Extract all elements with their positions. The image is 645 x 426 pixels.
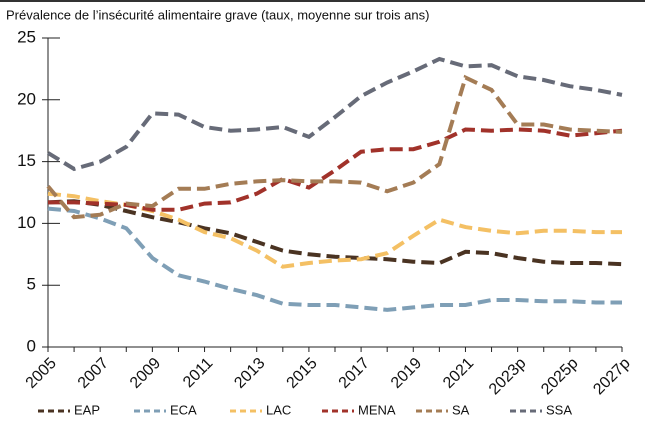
chart-title: Prévalence de l’insécurité alimentaire g… — [6, 7, 429, 22]
y-tick-label: 10 — [17, 213, 36, 232]
legend-label: ECA — [170, 402, 197, 417]
y-tick-label: 20 — [17, 89, 36, 108]
x-tick-label: 2027p — [590, 355, 634, 399]
line-series — [48, 127, 623, 212]
x-tick-label: 2009 — [127, 355, 164, 392]
x-tick-label: 2013 — [231, 355, 268, 392]
legend-label: EAP — [74, 402, 100, 417]
y-tick-label: 5 — [27, 275, 36, 294]
line-series — [46, 74, 623, 220]
line-series — [46, 56, 623, 172]
line-series — [47, 199, 623, 267]
x-tick-label: 2005 — [23, 355, 60, 392]
y-tick-label: 25 — [17, 27, 36, 46]
x-tick-label: 2019 — [388, 355, 425, 392]
line-series — [47, 206, 622, 312]
y-tick-label: 0 — [27, 336, 36, 355]
legend-label: SA — [452, 402, 470, 417]
x-tick-label: 2017 — [336, 355, 373, 392]
legend-label: MENA — [358, 402, 396, 417]
x-tick-label: 2023p — [486, 355, 530, 399]
y-tick-label: 15 — [17, 151, 36, 170]
x-tick-label: 2021 — [440, 355, 477, 392]
x-tick-label: 2025p — [538, 355, 582, 399]
x-tick-label: 2011 — [180, 355, 216, 391]
x-tick-label: 2007 — [75, 355, 112, 392]
x-tick-label: 2015 — [284, 355, 321, 392]
legend-label: SSA — [546, 402, 572, 417]
legend-label: LAC — [266, 402, 291, 417]
